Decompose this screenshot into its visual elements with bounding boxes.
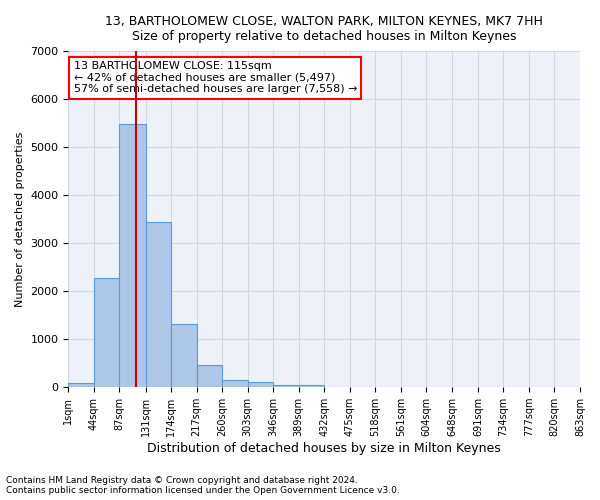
Bar	[146, 222, 171, 387]
Bar	[197, 364, 222, 387]
Bar	[248, 382, 273, 387]
Bar	[171, 324, 197, 387]
Text: Contains HM Land Registry data © Crown copyright and database right 2024.
Contai: Contains HM Land Registry data © Crown c…	[6, 476, 400, 495]
Bar	[119, 124, 146, 387]
Title: 13, BARTHOLOMEW CLOSE, WALTON PARK, MILTON KEYNES, MK7 7HH
Size of property rela: 13, BARTHOLOMEW CLOSE, WALTON PARK, MILT…	[105, 15, 543, 43]
Bar	[273, 384, 299, 387]
Bar	[222, 380, 248, 387]
Bar	[299, 386, 324, 387]
Bar	[94, 278, 119, 387]
Text: 13 BARTHOLOMEW CLOSE: 115sqm
← 42% of detached houses are smaller (5,497)
57% of: 13 BARTHOLOMEW CLOSE: 115sqm ← 42% of de…	[74, 61, 357, 94]
Bar	[68, 384, 94, 387]
Y-axis label: Number of detached properties: Number of detached properties	[15, 132, 25, 307]
X-axis label: Distribution of detached houses by size in Milton Keynes: Distribution of detached houses by size …	[148, 442, 501, 455]
